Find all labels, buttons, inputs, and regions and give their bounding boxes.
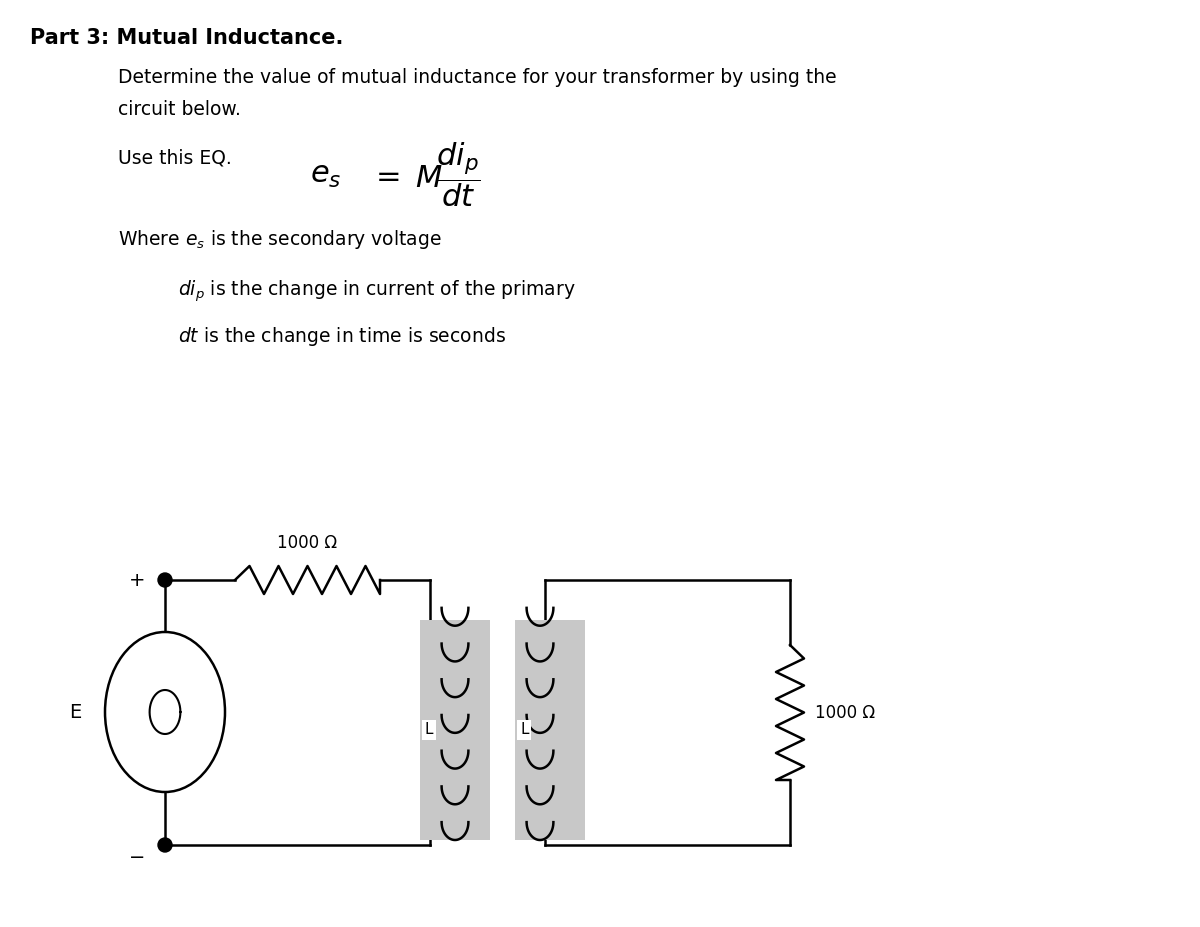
Text: $di_p$ is the change in current of the primary: $di_p$ is the change in current of the p… xyxy=(178,278,576,303)
Text: circuit below.: circuit below. xyxy=(118,100,241,119)
Text: $dt$ is the change in time is seconds: $dt$ is the change in time is seconds xyxy=(178,325,506,348)
Text: $=$: $=$ xyxy=(370,160,401,189)
Text: E: E xyxy=(68,703,82,721)
Text: $\mathit{e_s}$: $\mathit{e_s}$ xyxy=(310,160,342,189)
Circle shape xyxy=(158,838,172,852)
Text: Determine the value of mutual inductance for your transformer by using the: Determine the value of mutual inductance… xyxy=(118,68,836,87)
Text: $M\!\dfrac{di_p}{dt}$: $M\!\dfrac{di_p}{dt}$ xyxy=(415,141,480,210)
Text: Part 3: Mutual Inductance.: Part 3: Mutual Inductance. xyxy=(30,28,343,48)
Text: L: L xyxy=(520,722,528,738)
Bar xyxy=(515,620,586,840)
Text: 1000 Ω: 1000 Ω xyxy=(815,704,875,721)
Text: +: + xyxy=(128,570,145,590)
Text: Where $e_s$ is the secondary voltage: Where $e_s$ is the secondary voltage xyxy=(118,228,442,251)
Bar xyxy=(420,620,490,840)
Circle shape xyxy=(158,573,172,587)
Text: L: L xyxy=(425,722,433,738)
Text: −: − xyxy=(128,847,145,867)
Ellipse shape xyxy=(106,632,226,792)
Text: 1000 Ω: 1000 Ω xyxy=(277,534,337,552)
Text: Use this EQ.: Use this EQ. xyxy=(118,148,232,167)
